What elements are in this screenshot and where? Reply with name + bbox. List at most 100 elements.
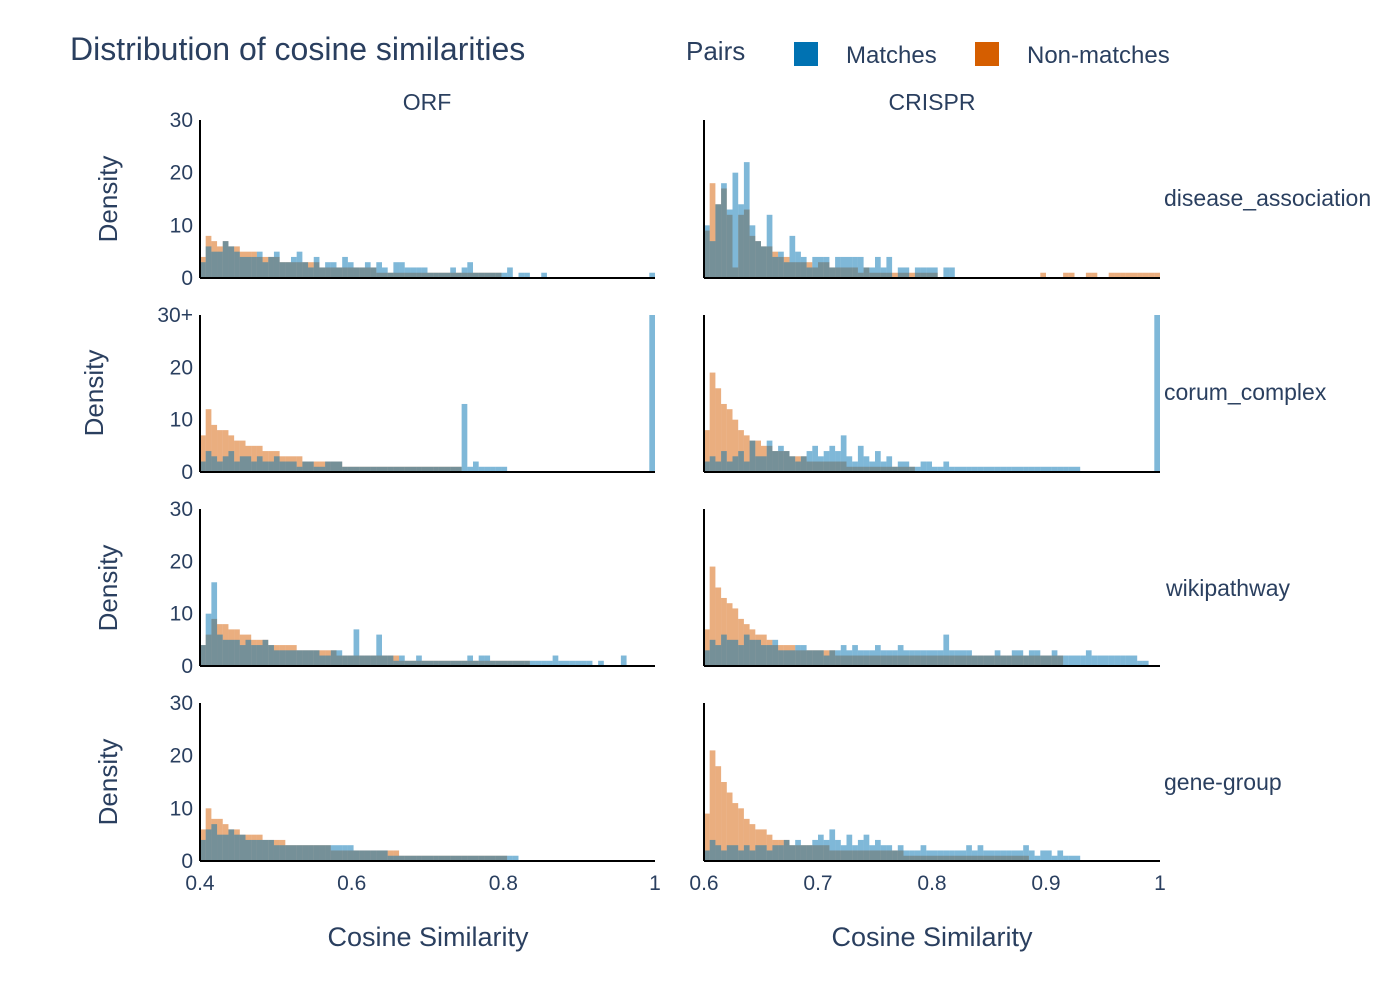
histogram-bar [455, 855, 462, 861]
histogram-bar [1125, 272, 1132, 278]
histogram-bar [897, 645, 904, 666]
histogram-bar [1051, 466, 1058, 472]
histogram-bar [399, 262, 405, 278]
histogram-bar [387, 272, 394, 278]
histogram-bar [387, 466, 394, 472]
y-tick-label: 0 [181, 655, 193, 678]
histogram-bar [738, 645, 744, 666]
histogram-bar [336, 650, 343, 666]
histogram-bar [726, 639, 733, 666]
histogram-bar [755, 639, 761, 666]
histogram-bar [772, 639, 779, 666]
histogram-bar [857, 650, 864, 666]
y-axis-label-corum-complex: Density [79, 350, 109, 437]
histogram-bar [852, 256, 858, 278]
histogram-bar [766, 440, 773, 472]
histogram-bar [279, 845, 286, 861]
legend-swatch-matches[interactable] [794, 42, 818, 66]
histogram-bar [954, 466, 961, 472]
histogram-bar [376, 634, 382, 666]
histogram-bar [581, 660, 587, 666]
x-tick-label: 0.6 [689, 872, 718, 895]
histogram-bar [1057, 655, 1064, 666]
histogram-bar [364, 850, 371, 861]
histogram-bar [501, 466, 508, 472]
histogram-bar [1103, 655, 1109, 666]
histogram-bar [222, 639, 229, 666]
histogram-bar [1108, 655, 1115, 666]
histogram-bar [1034, 855, 1041, 861]
histogram-bar [1068, 272, 1075, 278]
histogram-bar [393, 660, 400, 666]
legend-swatch-non-matches[interactable] [975, 42, 999, 66]
histogram-bar [721, 597, 727, 666]
y-tick-label: 20 [170, 356, 193, 379]
histogram-bar [1028, 850, 1035, 861]
histogram-bar [507, 855, 513, 861]
histogram-bar [273, 650, 280, 666]
series-matches [200, 315, 655, 472]
histogram-bar [880, 267, 887, 278]
histogram-bar [484, 855, 491, 861]
x-axis-label-orf: Cosine Similarity [327, 922, 529, 952]
histogram-bar [262, 461, 269, 472]
histogram-bar [1040, 655, 1046, 666]
histogram-bar [200, 262, 206, 278]
histogram-bar [347, 655, 354, 666]
histogram-bar [721, 403, 727, 472]
histogram-bar [726, 409, 733, 472]
histogram-bar [709, 566, 716, 666]
histogram-bar [285, 461, 291, 472]
legend-label-non-matches[interactable]: Non-matches [1027, 42, 1170, 69]
histogram-bar [529, 660, 536, 666]
histogram-bar [524, 272, 530, 278]
histogram-bar [427, 466, 434, 472]
histogram-bar [1063, 655, 1069, 666]
histogram-bar [450, 267, 456, 278]
histogram-bar [704, 430, 710, 472]
histogram-bar [960, 650, 967, 666]
x-tick-label: 1 [649, 872, 661, 895]
histogram-bar [1040, 466, 1046, 472]
histogram-bar [382, 466, 388, 472]
histogram-bar [285, 650, 291, 666]
y-tick-label: 20 [170, 162, 193, 185]
histogram-bar [1023, 466, 1029, 472]
x-tick-label: 0.8 [489, 872, 518, 895]
histogram-bar [217, 634, 223, 666]
histogram-bar [1085, 272, 1092, 278]
histogram-bar [914, 267, 921, 278]
histogram-bar [738, 451, 744, 472]
histogram-bar [704, 650, 710, 666]
histogram-bar [228, 451, 235, 472]
histogram-bar [743, 435, 750, 472]
histogram-bar [404, 267, 411, 278]
histogram-bar [575, 660, 582, 666]
histogram-bar [478, 855, 485, 861]
histogram-bar [416, 267, 422, 278]
y-axis-label-disease-association: Density [93, 156, 123, 243]
histogram-bar [1068, 655, 1075, 666]
histogram-bar [989, 850, 995, 861]
histogram-bar [926, 267, 932, 278]
histogram-bar [755, 241, 761, 278]
histogram-bar [721, 850, 727, 861]
histogram-bar [1114, 272, 1121, 278]
histogram-bar [909, 272, 915, 278]
histogram-bar [217, 461, 223, 472]
histogram-bar [960, 466, 967, 472]
histogram-bar [222, 430, 229, 472]
histogram-bar [234, 461, 240, 472]
histogram-bar [467, 466, 473, 472]
histogram-bar [273, 456, 280, 472]
histogram-bar [977, 466, 984, 472]
histogram-bar [749, 639, 756, 666]
histogram-bar [512, 855, 519, 861]
histogram-bar [399, 466, 405, 472]
histogram-bar [749, 225, 756, 278]
histogram-bar [1097, 655, 1103, 666]
histogram-bar [251, 445, 257, 472]
histogram-bar [1006, 466, 1012, 472]
legend-label-matches[interactable]: Matches [846, 42, 937, 69]
